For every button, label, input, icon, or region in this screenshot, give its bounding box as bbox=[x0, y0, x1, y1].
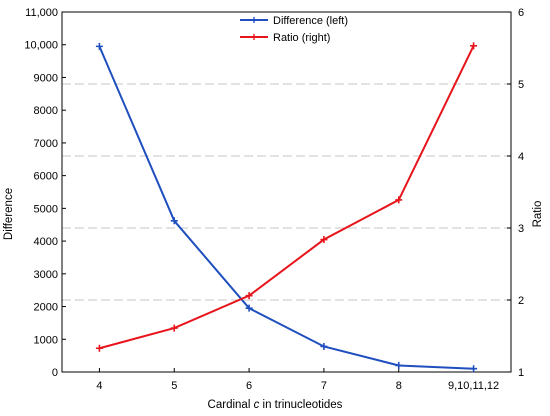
legend-label-ratio: Ratio (right) bbox=[273, 32, 330, 44]
x-axis-label: Cardinal c in trinucleotides bbox=[208, 399, 343, 411]
plot-frame bbox=[61, 11, 512, 373]
data-point bbox=[470, 365, 478, 373]
data-point bbox=[170, 217, 178, 225]
left-tick-label: 2000 bbox=[34, 302, 58, 314]
data-point bbox=[95, 344, 103, 352]
data-point bbox=[95, 42, 103, 50]
left-tick-label: 10,000 bbox=[24, 40, 58, 52]
right-tick-label: 2 bbox=[518, 295, 524, 307]
x-axis-label-prefix: Cardinal bbox=[208, 399, 254, 411]
x-tick-label: 9,10,11,12 bbox=[448, 380, 499, 392]
left-tick-label: 6000 bbox=[34, 171, 58, 183]
left-tick-label: 7000 bbox=[34, 138, 58, 150]
right-axis: 1 2 3 4 5 6 bbox=[507, 7, 524, 379]
x-tick-label: 8 bbox=[396, 380, 402, 392]
data-point bbox=[470, 42, 478, 50]
data-point bbox=[320, 236, 328, 244]
grid-lines bbox=[62, 83, 511, 301]
left-tick-label: 1000 bbox=[34, 334, 58, 346]
legend-marker-ratio: + bbox=[250, 30, 257, 44]
x-tick-label: 5 bbox=[171, 380, 177, 392]
legend-label-difference: Difference (left) bbox=[273, 15, 348, 27]
y-axis-label-right: Ratio bbox=[532, 201, 544, 228]
data-point bbox=[395, 196, 403, 204]
left-tick-label: 11,000 bbox=[25, 7, 58, 19]
data-point bbox=[170, 324, 178, 332]
left-tick-label: 5000 bbox=[34, 203, 58, 215]
x-tick-label: 6 bbox=[246, 380, 252, 392]
legend: + Difference (left) + Ratio (right) bbox=[240, 13, 348, 44]
right-tick-label: 4 bbox=[518, 151, 524, 163]
right-tick-label: 3 bbox=[518, 223, 524, 235]
left-tick-label: 4000 bbox=[34, 236, 58, 248]
x-axis-label-suffix: in trinucleotides bbox=[259, 399, 342, 411]
data-point bbox=[245, 292, 253, 300]
left-axis: 0 1000 2000 3000 4000 5000 6000 7000 8000 9000 10,… bbox=[24, 7, 66, 379]
data-point bbox=[320, 342, 328, 350]
left-tick-label: 0 bbox=[52, 367, 58, 379]
data-point bbox=[245, 304, 253, 312]
legend-marker-difference: + bbox=[250, 13, 257, 27]
left-tick-label: 8000 bbox=[34, 105, 58, 117]
series-layer bbox=[95, 42, 478, 373]
right-tick-label: 1 bbox=[518, 367, 524, 379]
series-line-ratio bbox=[99, 45, 475, 350]
right-tick-label: 5 bbox=[518, 79, 524, 91]
x-axis: 4 5 6 7 8 9,10,11,12 bbox=[96, 368, 499, 392]
data-point bbox=[395, 361, 403, 369]
x-tick-label: 7 bbox=[321, 380, 327, 392]
left-tick-label: 9000 bbox=[34, 72, 58, 84]
x-tick-label: 4 bbox=[96, 380, 102, 392]
series-line-difference bbox=[98, 45, 474, 370]
x-axis-label-italic: c bbox=[254, 399, 260, 411]
left-tick-label: 3000 bbox=[34, 269, 58, 281]
right-tick-label: 6 bbox=[518, 7, 524, 19]
y-axis-label-left: Difference bbox=[3, 188, 15, 240]
